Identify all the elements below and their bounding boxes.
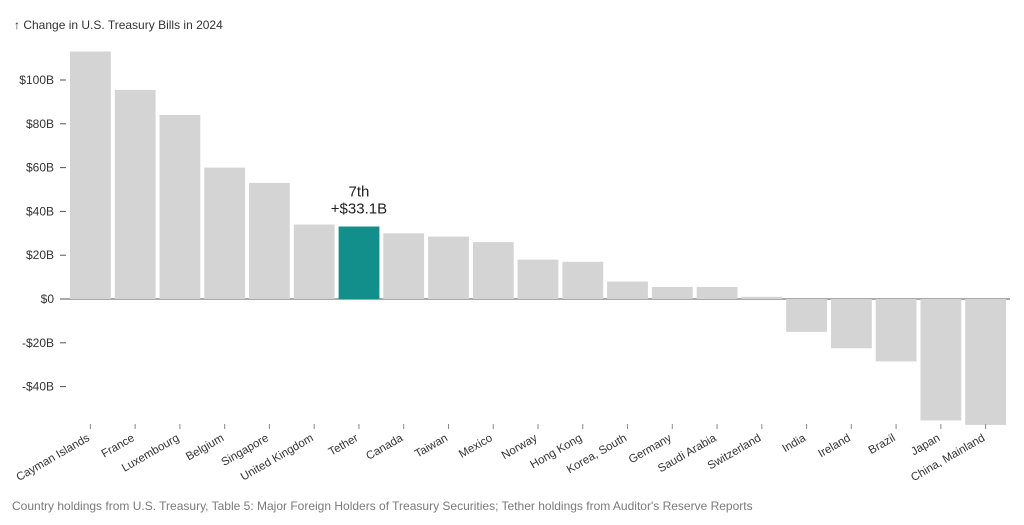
category-label: Taiwan — [413, 432, 450, 460]
bar — [741, 296, 783, 299]
category-label: Japan — [909, 432, 942, 458]
bar — [293, 224, 335, 299]
bar — [517, 259, 559, 299]
y-tick-label: $60B — [26, 161, 54, 175]
bar — [831, 299, 872, 349]
category-label: Ireland — [816, 432, 852, 460]
category-label: Tether — [327, 432, 361, 458]
bar — [875, 299, 917, 362]
highlight-annotation: 7th+$33.1B — [331, 184, 387, 218]
bar — [472, 242, 514, 299]
bar — [651, 287, 693, 299]
category-label: Brazil — [867, 432, 898, 457]
bar — [607, 281, 648, 299]
category-label: Cayman Islands — [14, 432, 92, 484]
bar — [338, 226, 380, 299]
bar — [562, 261, 604, 299]
bar — [159, 115, 201, 299]
y-tick-label: -$40B — [22, 380, 54, 394]
category-label: Canada — [364, 432, 405, 463]
bar — [204, 167, 246, 299]
bar — [428, 236, 469, 299]
bar — [249, 182, 290, 299]
category-label: France — [100, 432, 137, 460]
category-label: China, Mainland — [909, 432, 987, 484]
y-tick-label: $20B — [26, 248, 54, 262]
bar — [965, 299, 1006, 425]
annotation-rank: 7th — [349, 184, 370, 201]
y-tick-label: $0 — [41, 292, 55, 306]
y-tick-label: -$20B — [22, 336, 54, 350]
chart-title: ↑ Change in U.S. Treasury Bills in 2024 — [14, 18, 223, 32]
bar — [920, 299, 962, 421]
bar — [114, 89, 156, 300]
bars — [70, 51, 1006, 425]
category-label: Mexico — [457, 432, 495, 461]
category-label: India — [780, 432, 808, 455]
bar — [786, 299, 827, 332]
annotation-value: +$33.1B — [331, 201, 387, 218]
bar — [696, 287, 738, 299]
bar — [70, 51, 111, 299]
source-note: Country holdings from U.S. Treasury, Tab… — [12, 499, 753, 513]
y-tick-label: $40B — [26, 204, 54, 218]
bar — [383, 233, 425, 299]
y-tick-label: $100B — [19, 73, 54, 87]
y-tick-label: $80B — [26, 117, 54, 131]
